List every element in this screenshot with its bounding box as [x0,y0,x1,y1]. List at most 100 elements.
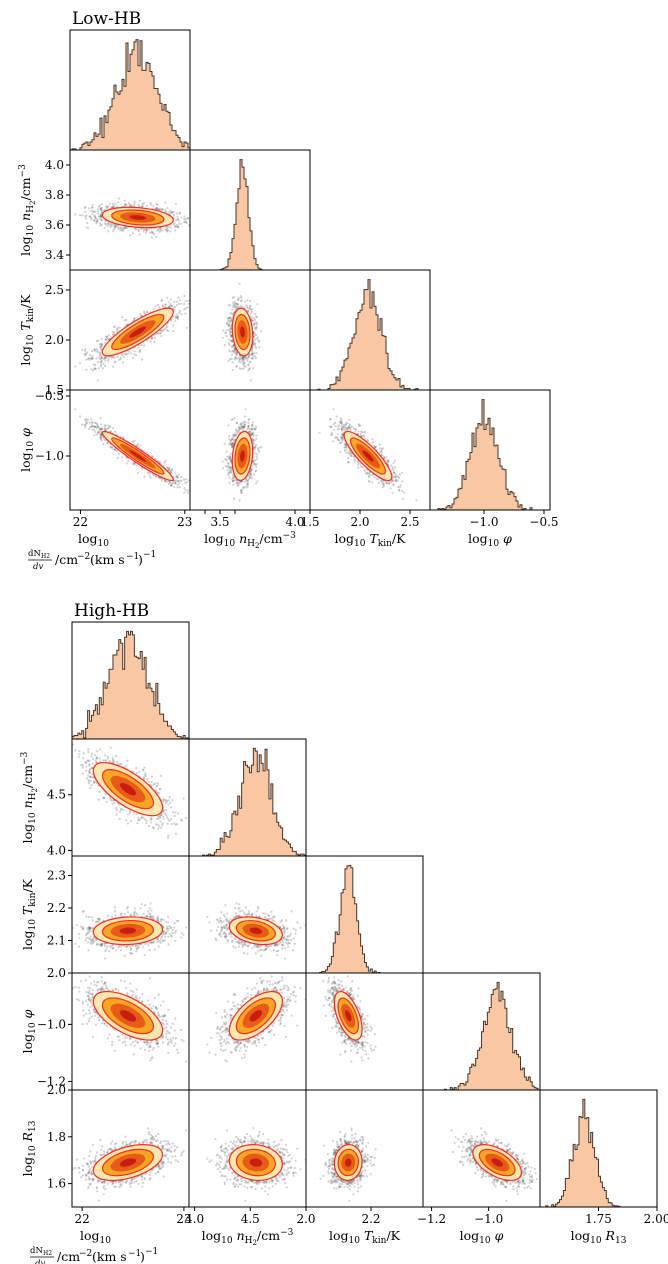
high-hb-xlabel-dndv: log10 [80,1228,111,1246]
high-hb-panel-nH2-nH2 [188,738,307,857]
low-hb-hist-Tkin [310,279,430,390]
high-hb-xtick-label: 4.0 [185,1212,204,1226]
high-hb-ylabel-Tkin: log10 Tkin/K [20,878,38,950]
high-hb-contour-Tkin-dNdv [119,927,137,934]
high-hb-xtick-label: 2.0 [296,1212,315,1226]
high-hb-ytick-label: 1.6 [47,1177,66,1191]
high-hb-xlabel-R13: log10 R13 [571,1228,627,1246]
low-hb-ytick-label: −0.5 [35,389,64,403]
low-hb-frame [429,389,551,511]
low-hb-contour-phi-dNdv [129,450,147,462]
high-hb-panel-R13-phi: −1.2 −1.0 [417,1089,541,1226]
low-hb-corner-plot: Low-HB3.43.63.84.01.52.02.5−1.0−0.522 23 3… [18,9,559,572]
low-hb-ytick-label: 3.8 [45,188,64,202]
high-hb-panel-R13-nH2: 4.0 4.5 [185,1089,307,1226]
high-hb-contour-phi-nH2 [249,1010,263,1022]
high-hb-xtick-label: 2.2 [361,1212,380,1226]
low-hb-ytick-label: 3.6 [45,218,64,232]
low-hb-contour-phi-Tkin [362,450,374,462]
high-hb-ytick-label: 1.8 [47,1130,66,1144]
high-hb-ytick-label: −1.2 [37,1074,66,1088]
high-hb-xlabel-nH2: log10 nH2/cm−3 [202,1228,294,1247]
high-hb-ytick-label: 4.0 [47,843,66,857]
high-hb-ytick-label: −1.0 [37,1017,66,1031]
low-hb-xtick-label: 22 [73,515,88,529]
low-hb-contour-Tkin-nH2 [240,326,245,338]
low-hb-ylabel-Tkin: log10 Tkin/K [18,294,36,366]
low-hb-ytick-label: −1.0 [35,449,64,463]
low-hb-xtick-label: 2.0 [350,515,369,529]
high-hb-xtick-label: 4.5 [241,1212,260,1226]
low-hb-xlabel-Tkin: log10 Tkin/K [334,531,406,549]
high-hb-xtick-label: 22 [75,1212,90,1226]
high-hb-contour-R13-nH2 [249,1158,263,1167]
high-hb-xtick-label: 1.75 [585,1212,612,1226]
low-hb-xtick-label: 4.0 [285,515,304,529]
low-hb-xlabel-nH2: log10 nH2/cm−3 [204,531,296,550]
high-hb-ylabel-phi: log10 φ [20,1009,38,1053]
low-hb-contour-phi-nH2 [240,450,245,462]
high-hb-ytick-label: 2.1 [47,934,66,948]
low-hb-hist-phi [430,399,550,510]
high-hb-panel-dNdv-dNdv [71,621,190,740]
low-hb-ytick-label: 1.5 [45,383,64,397]
low-hb-panel-dNdv-dNdv [69,29,191,151]
low-hb-xtick-label: −0.5 [529,515,558,529]
high-hb-panel-phi-Tkin [305,972,424,1091]
low-hb-panel-phi-phi: −1.0 −0.5 [429,389,559,529]
low-hb-xtick-label: 1.5 [300,515,319,529]
low-hb-xtick-label: 2.5 [400,515,419,529]
low-hb-ytick-label: 2.5 [45,283,64,297]
high-hb-contour-Tkin-nH2 [249,927,263,935]
high-hb-contour-R13-dNdv [119,1158,137,1167]
low-hb-xlabel-phi: log10 φ [468,531,512,549]
high-hb-panel-Tkin-Tkin [305,855,424,974]
high-hb-xtick-label: −1.2 [417,1212,446,1226]
high-hb-ytick-label: 2.3 [47,869,66,883]
high-hb-panel-Tkin-dNdv: 2.0 2.1 2.2 2.3 [47,855,190,980]
high-hb-ylabel-nH2: log10 nH2/cm−3 [20,751,39,843]
low-hb-panel-Tkin-Tkin [309,269,431,391]
high-hb-hist-phi [423,981,540,1090]
high-hb-panel-Tkin-nH2 [188,855,307,974]
high-hb-ytick-label: 2.2 [47,901,66,915]
high-hb-panel-phi-dNdv: −1.2 −1.0 [37,972,190,1091]
high-hb-title: High-HB [74,601,149,621]
high-hb-contour-phi-dNdv [119,1010,137,1022]
high-hb-xtick-label: 2.00 [644,1212,668,1226]
low-hb-panel-Tkin-dNdv: 1.5 2.0 2.5 [45,269,191,397]
high-hb-ytick-label: 2.0 [47,1083,66,1097]
high-hb-hist-R13 [540,1098,657,1207]
low-hb-xtick-label: −1.0 [469,515,498,529]
high-hb-contour-R13-Tkin [344,1158,352,1167]
high-hb-xlabel-Tkin: log10 Tkin/K [329,1228,401,1246]
high-hb-panel-phi-phi [422,972,541,1091]
low-hb-panel-nH2-nH2 [189,149,311,271]
high-hb-xtick-label: 23 [176,1212,191,1226]
low-hb-panel-Tkin-nH2 [189,269,311,391]
high-hb-contour-R13-phi [491,1158,503,1167]
high-hb-contour-phi-Tkin [345,1010,352,1022]
low-hb-ytick-label: 4.0 [45,158,64,172]
high-hb-hist-nH2 [189,747,306,856]
low-hb-xtick-label: 3.5 [210,515,229,529]
high-hb-xtick-label: −1.0 [474,1212,503,1226]
low-hb-ylabel-nH2: log10 nH2/cm−3 [18,164,37,256]
low-hb-xlabel-dndv: log10 [78,531,109,549]
high-hb-hist-Tkin [306,864,423,973]
high-hb-panel-R13-Tkin: 2.0 2.2 [296,1089,424,1226]
low-hb-ylabel-phi: log10 φ [18,428,36,472]
low-hb-panel-nH2-dNdv: 3.4 3.6 3.8 4.0 [45,149,191,271]
high-hb-hist-dNdv [72,630,189,739]
high-hb-ytick-label: 2.0 [47,966,66,980]
high-hb-panel-nH2-dNdv: 4.0 4.5 [47,738,190,857]
high-hb-panel-phi-nH2 [188,972,307,1091]
low-hb-ytick-label: 2.0 [45,333,64,347]
low-hb-contour-Tkin-dNdv [129,326,147,338]
high-hb-panel-R13-dNdv: 1.6 1.8 2.0 22 23 [47,1083,192,1226]
low-hb-panel-phi-Tkin: 1.5 2.0 2.5 [300,389,431,529]
high-hb-ytick-label: 4.5 [47,788,66,802]
